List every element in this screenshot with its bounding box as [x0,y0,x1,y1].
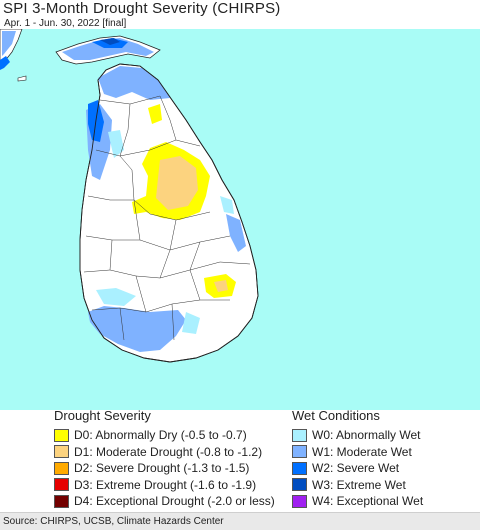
map-title: SPI 3-Month Drought Severity (CHIRPS) [3,0,281,17]
w3-label: W3: Extreme Wet [312,477,406,492]
jaffna-wet-fill [62,38,154,60]
legend-item-w3: W3: Extreme Wet [292,477,423,493]
d1-swatch [54,445,69,458]
wet-legend-heading: Wet Conditions [292,408,380,423]
w4-swatch [292,494,307,508]
wet-legend: Wet Conditions W0: Abnormally Wet W1: Mo… [292,408,423,510]
south-wet-w1 [88,306,186,352]
d3-swatch [54,478,69,491]
legend-item-d0: D0: Abnormally Dry (-0.5 to -0.7) [54,427,275,443]
w1-swatch [292,445,307,458]
southeast-drought-d1 [214,280,228,292]
northcentral-drought-d0 [148,104,162,124]
d1-label: D1: Moderate Drought (-0.8 to -1.2) [74,444,263,459]
sri-lanka-map [0,29,480,410]
d0-label: D0: Abnormally Dry (-0.5 to -0.7) [74,428,247,442]
w3-swatch [292,478,307,491]
d3-label: D3: Extreme Drought (-1.6 to -1.9) [74,477,257,492]
w4-label: W4: Exceptional Wet [312,494,424,508]
south-wet-w0 [96,288,136,306]
d4-swatch [54,494,69,508]
drought-legend: Drought Severity D0: Abnormally Dry (-0.… [54,408,275,510]
w0-swatch [292,428,307,442]
d2-label: D2: Severe Drought (-1.3 to -1.5) [74,461,250,475]
w2-swatch [292,461,307,475]
south-wet-w0-east [182,312,200,334]
east-coast-wet-w1 [226,214,246,252]
northwest-wet-w0 [108,130,124,158]
small-island [17,75,27,82]
jaffna-extreme-wet [100,38,120,45]
legend-item-d2: D2: Severe Drought (-1.3 to -1.5) [54,460,275,476]
legend-item-d1: D1: Moderate Drought (-0.8 to -1.2) [54,444,275,460]
w1-label: W1: Moderate Wet [312,444,412,459]
source-credit: Source: CHIRPS, UCSB, Climate Hazards Ce… [0,512,480,530]
drought-legend-heading: Drought Severity [54,408,151,423]
d0-swatch [54,428,69,442]
legend-item-d4: D4: Exceptional Drought (-2.0 or less) [54,493,275,509]
w0-label: W0: Abnormally Wet [312,428,421,442]
d2-swatch [54,461,69,475]
island-outline [79,63,259,363]
legend-item-w4: W4: Exceptional Wet [292,493,423,509]
w2-label: W2: Severe Wet [312,461,400,475]
india-coast-wet-strip [0,56,10,70]
d4-label: D4: Exceptional Drought (-2.0 or less) [74,494,275,508]
north-wet-w1 [98,66,170,100]
legend-item-d3: D3: Extreme Drought (-1.6 to -1.9) [54,477,275,493]
legend-item-w0: W0: Abnormally Wet [292,427,423,443]
india-wet-area [2,31,16,56]
central-drought-d1 [156,156,198,210]
legend-item-w1: W1: Moderate Wet [292,444,423,460]
legend-item-w2: W2: Severe Wet [292,460,423,476]
district-boundaries [83,95,251,341]
map-date-range: Apr. 1 - Jun. 30, 2022 [final] [4,18,127,29]
east-coast-wet-w0 [220,196,234,214]
